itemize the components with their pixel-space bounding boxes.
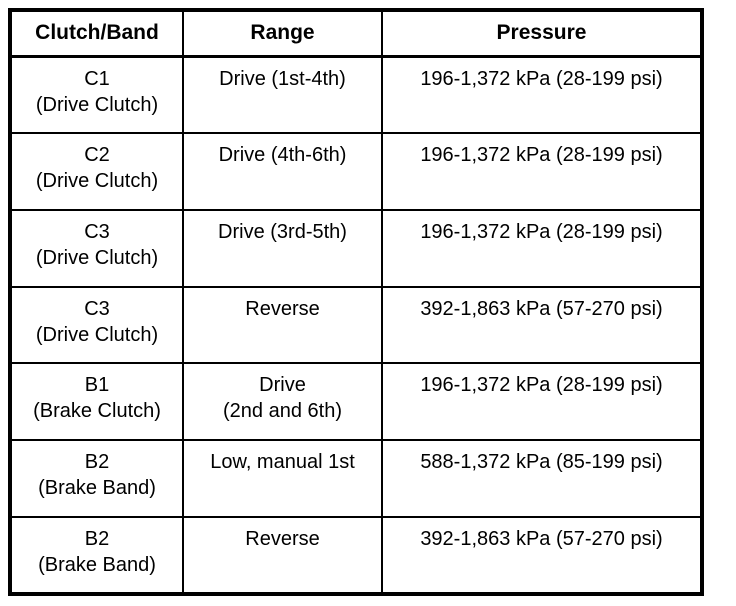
column-header-pressure: Pressure bbox=[381, 9, 703, 58]
cell-pressure: 196-1,372 kPa (28-199 psi) bbox=[381, 362, 703, 442]
cell-clutch-band: C1 (Drive Clutch) bbox=[9, 55, 184, 134]
cell-clutch-band: B2 (Brake Band) bbox=[9, 516, 184, 595]
cell-pressure: 588-1,372 kPa (85-199 psi) bbox=[381, 439, 703, 519]
header-row: Clutch/Band Range Pressure bbox=[9, 9, 703, 58]
cell-clutch-band: B1 (Brake Clutch) bbox=[9, 362, 184, 442]
table-row: C3 (Drive Clutch) Reverse 392-1,863 kPa … bbox=[9, 285, 703, 365]
cell-range: Drive (4th-6th) bbox=[182, 131, 383, 211]
table-row: C3 (Drive Clutch) Drive (3rd-5th) 196-1,… bbox=[9, 208, 703, 288]
cell-range: Drive (1st-4th) bbox=[182, 55, 383, 134]
cell-pressure: 196-1,372 kPa (28-199 psi) bbox=[381, 131, 703, 211]
column-header-clutch-band: Clutch/Band bbox=[9, 9, 184, 58]
cell-clutch-band: B2 (Brake Band) bbox=[9, 439, 184, 519]
cell-clutch-band: C2 (Drive Clutch) bbox=[9, 131, 184, 211]
cell-range: Low, manual 1st bbox=[182, 439, 383, 519]
cell-range: Reverse bbox=[182, 516, 383, 595]
cell-pressure: 196-1,372 kPa (28-199 psi) bbox=[381, 55, 703, 134]
table-row: B1 (Brake Clutch) Drive (2nd and 6th) 19… bbox=[9, 362, 703, 442]
cell-clutch-band: C3 (Drive Clutch) bbox=[9, 285, 184, 365]
table-row: B2 (Brake Band) Reverse 392-1,863 kPa (5… bbox=[9, 516, 703, 595]
cell-range: Reverse bbox=[182, 285, 383, 365]
table-row: C2 (Drive Clutch) Drive (4th-6th) 196-1,… bbox=[9, 131, 703, 211]
cell-pressure: 196-1,372 kPa (28-199 psi) bbox=[381, 208, 703, 288]
cell-clutch-band: C3 (Drive Clutch) bbox=[9, 208, 184, 288]
column-header-range: Range bbox=[182, 9, 383, 58]
cell-pressure: 392-1,863 kPa (57-270 psi) bbox=[381, 516, 703, 595]
cell-range: Drive (2nd and 6th) bbox=[182, 362, 383, 442]
table-row: C1 (Drive Clutch) Drive (1st-4th) 196-1,… bbox=[9, 55, 703, 134]
pressure-spec-table: Clutch/Band Range Pressure C1 (Drive Clu… bbox=[8, 8, 704, 596]
cell-pressure: 392-1,863 kPa (57-270 psi) bbox=[381, 285, 703, 365]
table-row: B2 (Brake Band) Low, manual 1st 588-1,37… bbox=[9, 439, 703, 519]
cell-range: Drive (3rd-5th) bbox=[182, 208, 383, 288]
